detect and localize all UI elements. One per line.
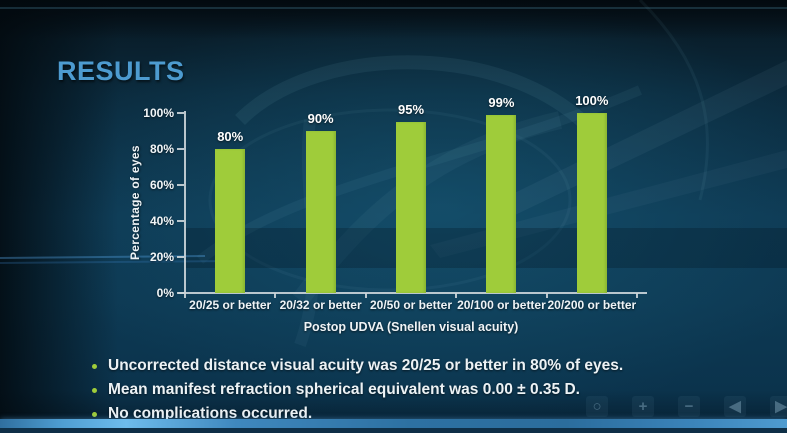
y-tick-mark xyxy=(177,220,184,222)
y-axis-line xyxy=(184,111,186,293)
y-tick-mark xyxy=(177,148,184,150)
bar-chart: 100% 80% 60% 40% 20% 0% 80% 90% 95% 99% 100% xyxy=(143,93,647,300)
x-tick-label: 20/200 or better xyxy=(547,298,637,312)
bars-container: 80% 90% 95% 99% 100% xyxy=(185,93,637,293)
previous-button[interactable]: ◀ xyxy=(724,396,746,417)
record-circle-icon[interactable]: ○ xyxy=(586,396,608,417)
bar xyxy=(215,149,246,293)
x-tick-mark xyxy=(636,293,638,298)
y-tick-label: 40% xyxy=(149,214,174,228)
x-tick-label: 20/32 or better xyxy=(279,298,362,312)
bullet-text: Mean manifest refraction spherical equiv… xyxy=(108,381,580,398)
x-tick-mark xyxy=(545,293,548,298)
top-divider-line xyxy=(0,7,787,9)
x-axis-title: Postop UDVA (Snellen visual acuity) xyxy=(303,320,519,334)
y-tick-label: 100% xyxy=(143,106,174,120)
y-tick-mark xyxy=(177,112,184,114)
bar-slot: 80% xyxy=(185,113,275,293)
next-button[interactable]: ▶ xyxy=(770,396,787,417)
bar xyxy=(305,131,336,293)
bullet-dot xyxy=(92,388,97,393)
bullet-item: No complications occurred. xyxy=(92,404,757,424)
x-tick-label: 20/50 or better xyxy=(369,298,453,312)
y-tick-mark xyxy=(177,184,184,186)
bullet-item: Mean manifest refraction spherical equiv… xyxy=(92,380,757,400)
bar xyxy=(396,122,427,293)
bar-value-label: 100% xyxy=(575,93,609,108)
bullet-dot xyxy=(92,412,97,417)
zoom-out-button[interactable]: − xyxy=(678,396,700,417)
y-tick-label: 80% xyxy=(149,142,174,156)
y-tick-mark xyxy=(177,292,184,294)
x-tick-mark xyxy=(364,293,367,298)
bar-value-label: 90% xyxy=(307,111,334,126)
bar xyxy=(576,113,607,293)
bullet-text: Uncorrected distance visual acuity was 2… xyxy=(108,357,624,374)
x-axis-line xyxy=(178,292,647,294)
zoom-in-button[interactable]: + xyxy=(632,396,654,417)
x-tick-label: 20/25 or better xyxy=(189,298,272,312)
bar-value-label: 99% xyxy=(488,94,515,110)
y-tick-label: 60% xyxy=(149,178,174,192)
y-axis-ticks: 100% 80% 60% 40% 20% 0% xyxy=(143,106,637,300)
x-tick-mark xyxy=(455,293,458,298)
bar-value-label: 95% xyxy=(398,102,425,117)
x-tick-label: 20/100 or better xyxy=(457,298,546,312)
y-tick-label: 0% xyxy=(156,286,174,300)
bullet-dot xyxy=(92,364,97,369)
x-axis-labels: 20/25 or better 20/32 or better 20/50 or b… xyxy=(185,298,637,312)
page-title: RESULTS xyxy=(57,56,185,86)
x-tick-mark xyxy=(184,293,186,298)
y-tick-mark xyxy=(177,256,184,258)
x-axis-ticks xyxy=(184,293,638,299)
y-axis-title: Percentage of eyes xyxy=(128,145,142,261)
bar-value-label: 80% xyxy=(217,129,244,144)
bottom-accent-band xyxy=(0,419,787,428)
bar xyxy=(486,114,517,293)
bar-slot: 99% xyxy=(456,95,546,293)
y-tick-label: 20% xyxy=(149,250,174,264)
bar-slot: 100% xyxy=(547,93,637,293)
x-tick-mark xyxy=(274,293,277,298)
player-controls: ○ + − ◀ ▶ xyxy=(586,396,787,417)
bottom-edge-strip xyxy=(0,428,787,433)
bullet-list: Uncorrected distance visual acuity was 2… xyxy=(92,356,757,428)
bar-slot: 95% xyxy=(366,102,456,293)
bar-slot: 90% xyxy=(275,111,365,293)
bullet-text: No complications occurred. xyxy=(108,405,313,422)
bullet-item: Uncorrected distance visual acuity was 2… xyxy=(92,356,757,376)
